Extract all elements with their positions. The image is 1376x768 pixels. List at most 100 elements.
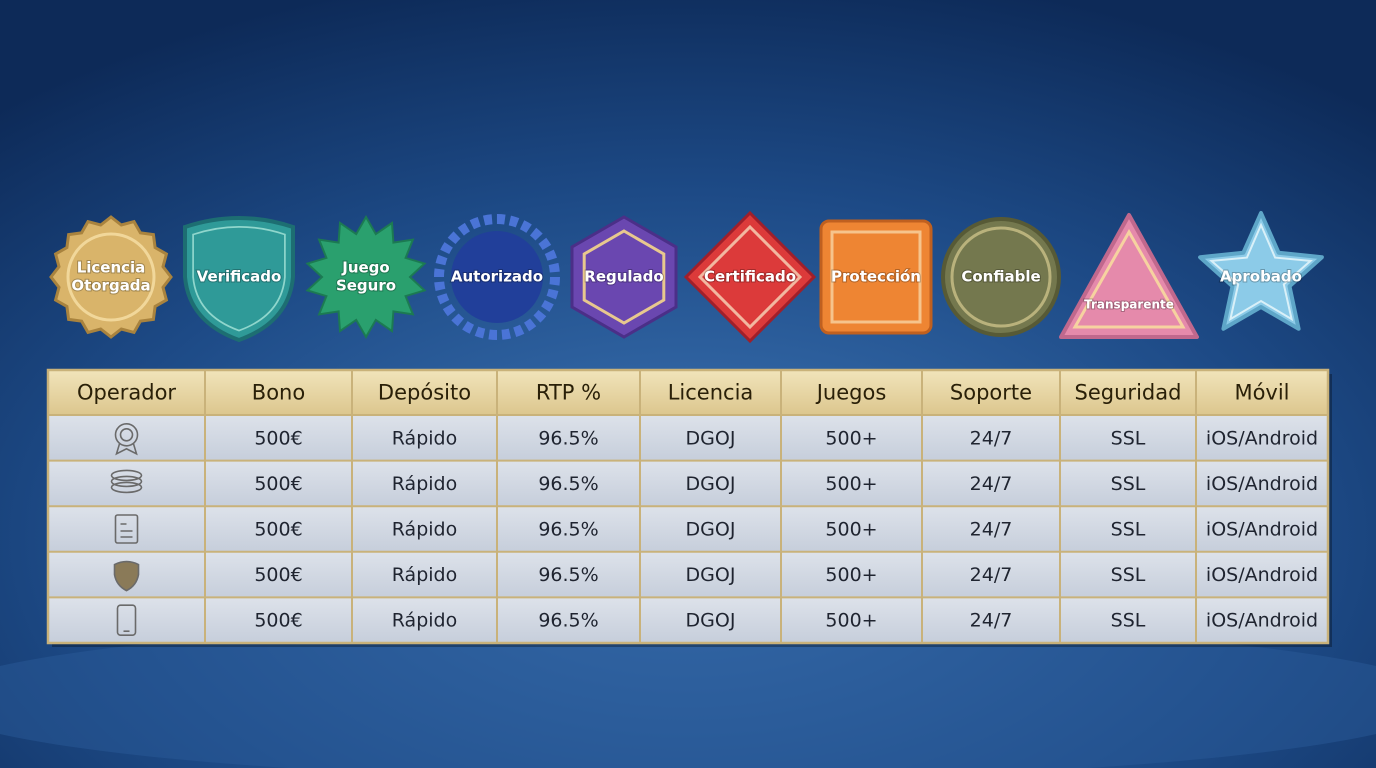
header-cell: Depósito: [378, 381, 471, 405]
badge-label: Autorizado: [451, 268, 543, 286]
icon-part: [114, 422, 139, 447]
operator-icon: [110, 469, 143, 494]
table-cell: Rápido: [392, 519, 457, 541]
badge-ring: [950, 226, 1052, 328]
table-cell: 24/7: [970, 519, 1013, 541]
badge-label: Juego: [341, 259, 389, 277]
header-cell: Operador: [77, 381, 176, 405]
table-row: [48, 506, 1328, 552]
table-cell: 24/7: [970, 610, 1013, 632]
table-cell: DGOJ: [686, 427, 736, 449]
icon-part: [119, 427, 134, 442]
badge-shape: [819, 219, 933, 335]
icon-part: [110, 481, 143, 494]
table-cell: DGOJ: [686, 610, 736, 632]
header-cell: Juegos: [815, 381, 887, 405]
badge-shape: [1198, 211, 1324, 331]
badge-ring: [1209, 222, 1313, 322]
icon-part: [114, 514, 139, 544]
badge-label: Regulado: [584, 268, 663, 286]
icon-part: [116, 604, 137, 637]
table-cell: iOS/Android: [1206, 610, 1318, 632]
badge-ring: [192, 226, 286, 332]
table-cell: SSL: [1111, 473, 1146, 495]
badge-laurel: [434, 214, 560, 340]
table-cell: 24/7: [970, 473, 1013, 495]
badge-shape: [941, 217, 1061, 337]
table-cell: 500+: [825, 519, 877, 541]
header-cell: Seguridad: [1075, 381, 1182, 405]
badge-shape: [183, 216, 295, 343]
table-cell: 24/7: [970, 564, 1013, 586]
table-cell: Rápido: [392, 610, 457, 632]
table-cell: 500+: [825, 564, 877, 586]
header-cell: Bono: [252, 381, 305, 405]
table-cell: 96.5%: [538, 610, 598, 632]
table-cell: SSL: [1111, 427, 1146, 449]
badge-label: Certificado: [704, 268, 796, 286]
table-cell: SSL: [1111, 610, 1146, 632]
table-cell: iOS/Android: [1206, 564, 1318, 586]
badge-shape: [683, 210, 817, 344]
operator-icon: [114, 514, 139, 544]
header-cell: RTP %: [536, 381, 601, 405]
table-cell: DGOJ: [686, 519, 736, 541]
table-cell: 96.5%: [538, 427, 598, 449]
floor: [0, 620, 1376, 768]
operator-icon: [116, 604, 137, 637]
table-cell: 24/7: [970, 427, 1013, 449]
badge-label: Confiable: [961, 268, 1040, 286]
badge-label: Aprobado: [1220, 268, 1302, 286]
table-row: [48, 597, 1328, 643]
table-cell: SSL: [1111, 564, 1146, 586]
badge-ring: [582, 229, 666, 325]
operator-icon: [114, 422, 139, 456]
table-cell: 96.5%: [538, 473, 598, 495]
table-cell: Rápido: [392, 473, 457, 495]
badge-label: Transparente: [1084, 298, 1174, 312]
table-row: [48, 551, 1328, 598]
badge-label: Protección: [831, 268, 921, 286]
header-row: [48, 370, 1328, 415]
icon-part: [110, 469, 143, 482]
table-cell: SSL: [1111, 519, 1146, 541]
badge-shape: [1059, 213, 1199, 339]
icon-part: [120, 523, 133, 538]
badge-label: Seguro: [336, 277, 396, 295]
table-cell: 96.5%: [538, 519, 598, 541]
badge-shape: [305, 214, 427, 340]
badge-ring: [830, 230, 922, 324]
badge-label: Otorgada: [71, 277, 150, 295]
table-cell: 500€: [254, 610, 302, 632]
badge-ring: [1072, 228, 1186, 329]
header-cell: Móvil: [1234, 381, 1289, 405]
table-cell: 500€: [254, 564, 302, 586]
table-cell: 500€: [254, 473, 302, 495]
badge-label: Verificado: [197, 268, 282, 286]
table-cell: iOS/Android: [1206, 473, 1318, 495]
table-cell: DGOJ: [686, 473, 736, 495]
table-cell: 500+: [825, 610, 877, 632]
table-cell: iOS/Android: [1206, 427, 1318, 449]
icon-part: [110, 475, 143, 488]
table-cell: 500+: [825, 427, 877, 449]
table-cell: 500+: [825, 473, 877, 495]
table-row: [48, 460, 1328, 507]
icon-part: [113, 560, 140, 592]
header-cell: Soporte: [950, 381, 1032, 405]
badge-ring: [66, 232, 156, 322]
table-border: [46, 368, 1330, 645]
header-cell: Licencia: [668, 381, 754, 405]
table-cell: Rápido: [392, 564, 457, 586]
table-row: [48, 415, 1328, 461]
badge-shape: [451, 231, 543, 323]
icon-part: [115, 443, 138, 456]
operator-icon: [113, 560, 140, 592]
table-cell: 500€: [254, 519, 302, 541]
table-cell: DGOJ: [686, 564, 736, 586]
table-cell: 500€: [254, 427, 302, 449]
table-cell: iOS/Android: [1206, 519, 1318, 541]
table-cell: Rápido: [392, 427, 457, 449]
